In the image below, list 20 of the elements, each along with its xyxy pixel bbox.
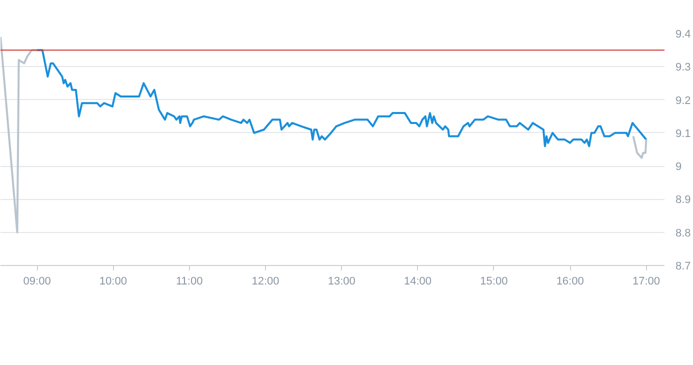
line-series [36,49,648,148]
x-tick-label: 10:00 [99,276,127,288]
line-series [0,36,38,234]
y-tick-label: 9.3 [676,62,691,74]
x-tick-label: 14:00 [404,276,432,288]
x-tick-label: 09:00 [23,276,51,288]
x-tick-label: 12:00 [252,276,280,288]
x-tick-label: 11:00 [176,276,203,288]
y-tick-label: 8.8 [676,227,691,240]
y-tick-label: 9.4 [676,28,691,40]
y-tick-label: 9 [676,161,682,174]
line-series [632,135,648,159]
y-tick-label: 8.7 [676,260,691,272]
y-tick-label: 9.1 [676,128,691,140]
x-tick-label: 15:00 [480,276,508,288]
y-tick-label: 8.9 [676,194,691,206]
y-tick-label: 9.2 [676,94,691,107]
x-tick-label: 17:00 [632,276,660,288]
x-tick-label: 13:00 [328,276,356,288]
x-tick-label: 16:00 [556,276,584,288]
